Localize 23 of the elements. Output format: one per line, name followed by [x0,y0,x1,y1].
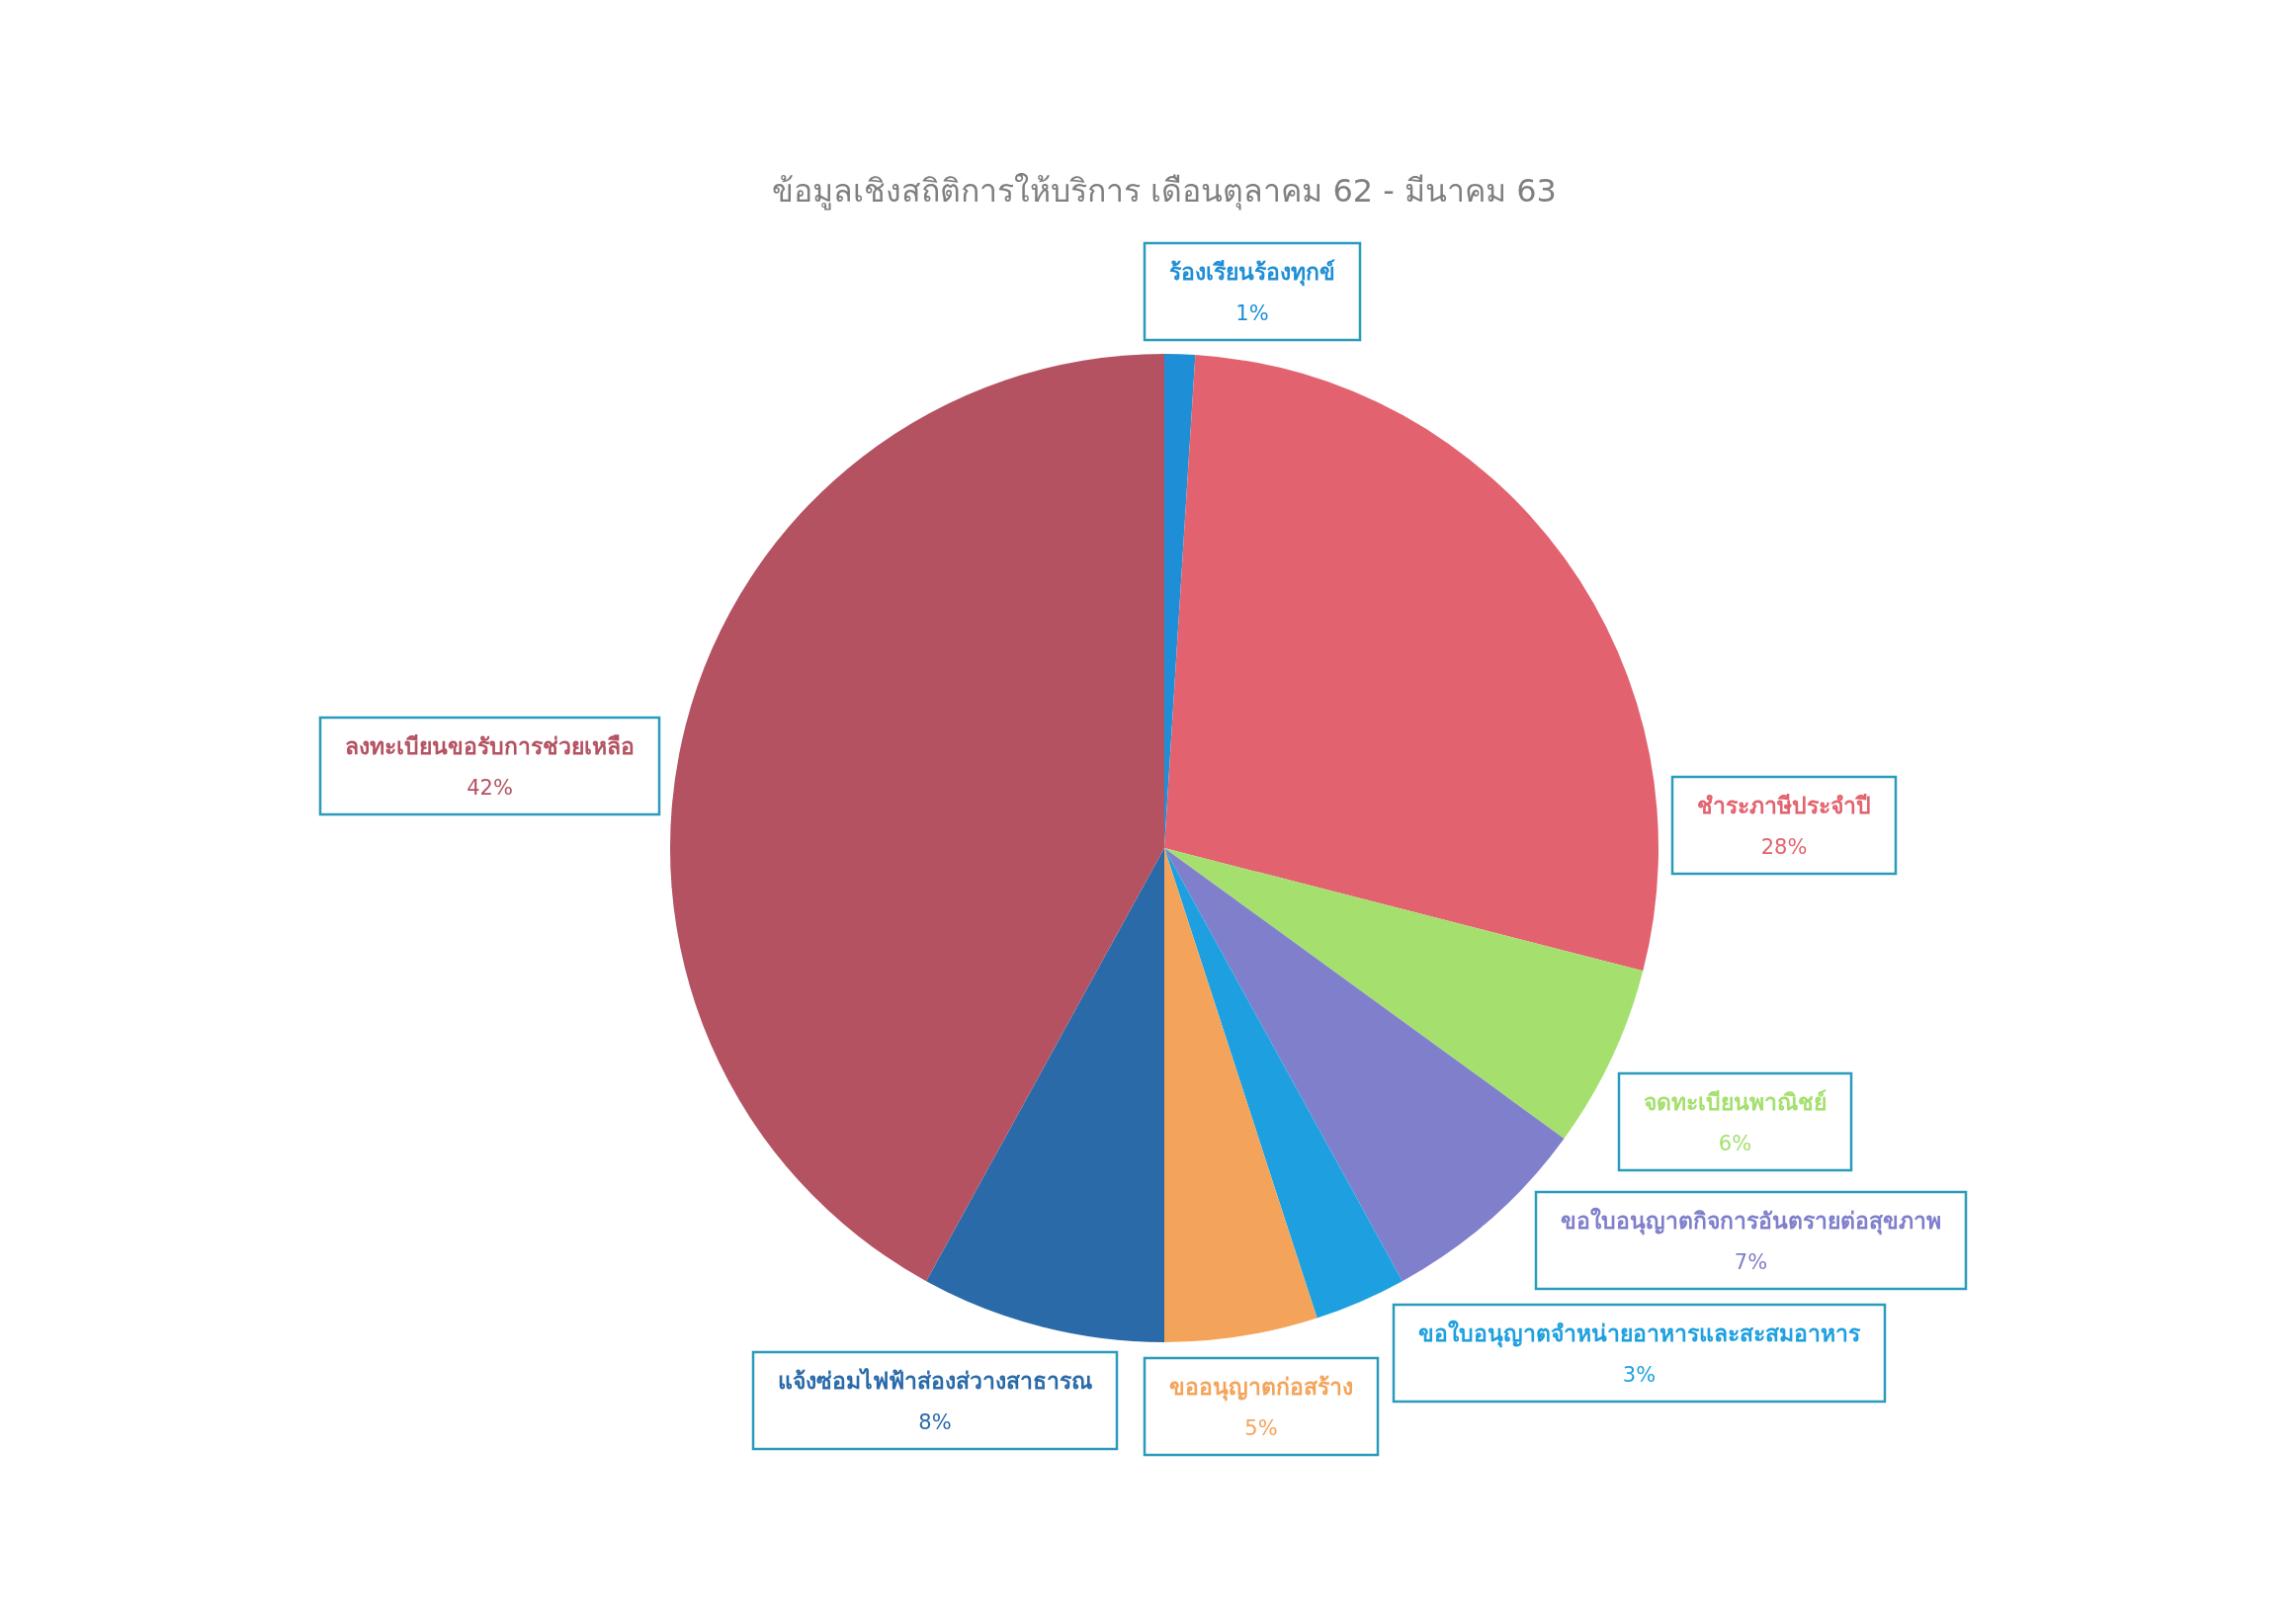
pie-slice [926,848,1164,1342]
slice-label: ร้องเรียนร้องทุกข์ [1169,259,1335,287]
data-label: 7% [1734,1250,1768,1274]
data-label: 5% [1244,1416,1278,1440]
data-label: 3% [1622,1363,1657,1387]
pie-slice [1164,848,1644,1139]
slice-label: ขออนุญาตก่อสร้าง [1169,1374,1353,1402]
pie-slice [1164,354,1658,972]
data-label: 28% [1760,835,1808,859]
chart-title: ข้อมูลเชิงสถิติการให้บริการ เดือนตุลาคม 62 - มีนาคม 63 [772,172,1557,211]
slice-label: จดทะเบียนพาณิชย์ [1644,1089,1827,1115]
pie-slice [1164,848,1403,1319]
slice-label: ขอใบอนุญาตจำหน่ายอาหารและสะสมอาหาร [1418,1320,1861,1348]
data-label: 8% [918,1410,952,1434]
slice-label: แจ้งซ่อมไฟฟ้าส่องส่วางสาธารณ [778,1367,1092,1394]
pie-slice [670,354,1164,1282]
slice-label: ขอใบอนุญาตกิจการอันตรายต่อสุขภาพ [1561,1207,1941,1236]
data-label: 6% [1718,1132,1752,1155]
data-label: 1% [1235,301,1269,325]
slice-label: ชำระภาษีประจำปี [1697,793,1871,818]
data-label: 42% [467,776,513,800]
slice-label: ลงทะเบียนขอรับการช่วยเหลือ [345,733,635,759]
pie-slice [1164,848,1318,1342]
